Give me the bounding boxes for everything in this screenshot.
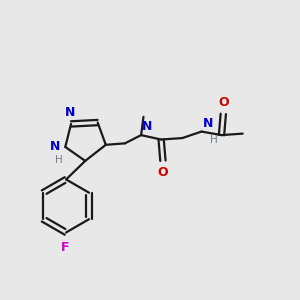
Text: N: N [50, 140, 60, 153]
Text: O: O [157, 166, 168, 179]
Text: H: H [55, 155, 62, 165]
Text: N: N [142, 120, 153, 133]
Text: F: F [61, 241, 70, 254]
Text: N: N [64, 106, 75, 118]
Text: O: O [218, 96, 229, 109]
Text: H: H [210, 134, 218, 145]
Text: N: N [203, 117, 213, 130]
